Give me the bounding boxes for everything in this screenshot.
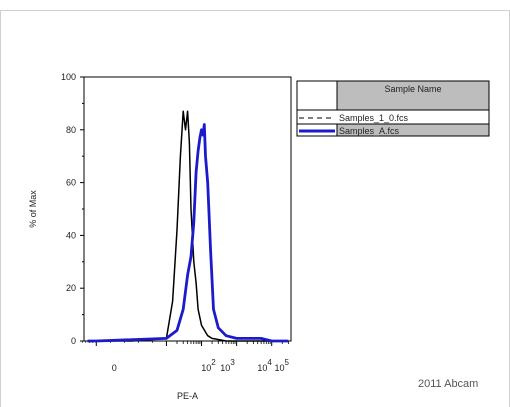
x-tick-label: 105 [274, 358, 289, 373]
series-line-sample [87, 123, 289, 343]
legend-row-highlight [336, 123, 490, 137]
y-tick-label: 20 [66, 283, 76, 293]
y-tick-label: 60 [66, 178, 76, 188]
x-tick-label: 0 [112, 363, 117, 373]
x-tick-label: 104 [257, 358, 272, 373]
legend-label-sample: Samples_A.fcs [339, 126, 400, 136]
y-tick-label: 100 [61, 72, 76, 82]
x-axis-label: PE-A [177, 391, 198, 401]
y-tick-label: 80 [66, 125, 76, 135]
x-tick-label: 102 [201, 358, 216, 373]
legend-header: Sample Name [384, 84, 441, 94]
x-tick-label: 103 [220, 358, 235, 373]
y-tick-label: 0 [71, 336, 76, 346]
figure-frame-left [0, 10, 1, 407]
legend-header-cell [336, 80, 490, 111]
copyright-credit: 2011 Abcam [418, 378, 479, 390]
figure-frame-top [0, 10, 510, 11]
legend-label-control: Samples_1_0.fcs [339, 113, 409, 123]
y-tick-label: 40 [66, 230, 76, 240]
series-line-control [87, 110, 289, 342]
y-axis-label: % of Max [28, 190, 38, 228]
